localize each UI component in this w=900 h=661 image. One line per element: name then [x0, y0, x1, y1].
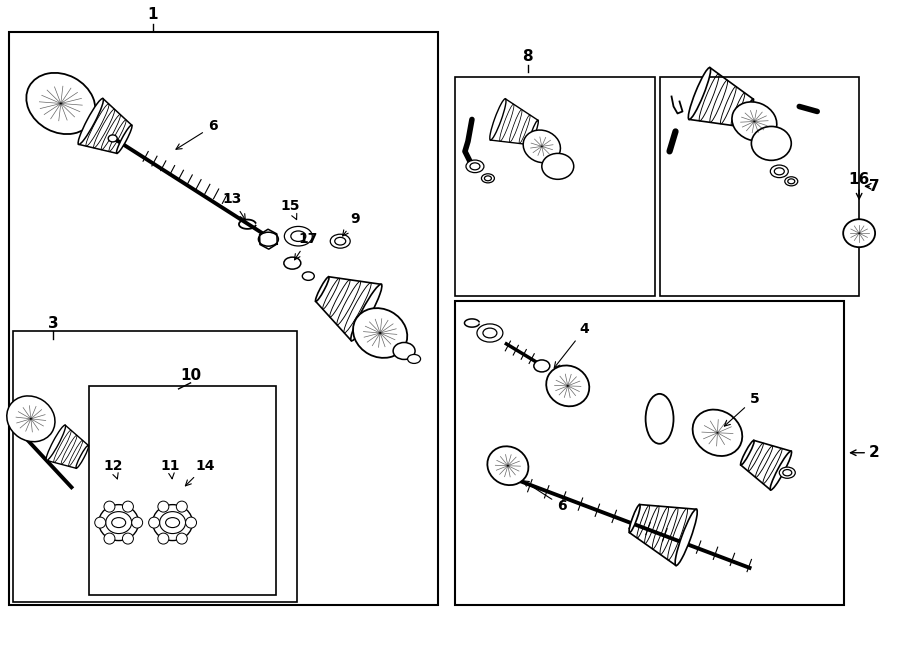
Ellipse shape [351, 284, 382, 341]
Text: 10: 10 [180, 368, 201, 383]
Ellipse shape [675, 509, 698, 566]
Ellipse shape [116, 125, 132, 153]
Text: 15: 15 [281, 199, 300, 219]
Text: 4: 4 [554, 322, 590, 368]
Text: 17: 17 [294, 232, 318, 260]
Circle shape [104, 501, 115, 512]
Ellipse shape [302, 272, 314, 280]
Ellipse shape [483, 328, 497, 338]
Ellipse shape [482, 174, 494, 183]
Ellipse shape [546, 366, 590, 407]
Circle shape [158, 501, 169, 512]
Ellipse shape [783, 469, 792, 476]
Circle shape [185, 517, 196, 528]
Text: 14: 14 [185, 459, 215, 486]
Circle shape [158, 533, 169, 544]
Circle shape [122, 533, 133, 544]
Ellipse shape [335, 237, 346, 245]
Bar [89, 386, 276, 596]
Text: 11: 11 [161, 459, 180, 479]
Circle shape [104, 533, 115, 544]
Ellipse shape [752, 126, 791, 161]
Ellipse shape [466, 160, 484, 173]
Text: 13: 13 [223, 192, 246, 220]
Circle shape [131, 517, 142, 528]
Ellipse shape [779, 467, 796, 479]
Ellipse shape [770, 451, 792, 490]
Ellipse shape [166, 518, 180, 527]
Ellipse shape [159, 512, 185, 533]
Ellipse shape [46, 425, 66, 461]
Text: 12: 12 [103, 459, 122, 479]
Ellipse shape [490, 98, 506, 140]
Text: 16: 16 [849, 172, 869, 187]
Ellipse shape [112, 518, 126, 527]
Ellipse shape [629, 504, 640, 533]
Text: 2: 2 [868, 446, 879, 460]
Ellipse shape [108, 135, 117, 142]
Bar [9, 32, 438, 605]
Bar [660, 77, 859, 296]
Circle shape [176, 501, 187, 512]
Ellipse shape [258, 232, 278, 246]
Ellipse shape [534, 360, 550, 372]
Ellipse shape [470, 163, 480, 170]
Circle shape [148, 517, 159, 528]
Text: 8: 8 [523, 49, 533, 64]
Text: 1: 1 [148, 7, 157, 22]
Ellipse shape [477, 324, 503, 342]
Text: 6: 6 [176, 120, 217, 149]
Ellipse shape [774, 168, 784, 175]
Ellipse shape [528, 120, 538, 145]
Text: 7: 7 [868, 179, 879, 194]
Ellipse shape [487, 446, 528, 485]
Ellipse shape [408, 354, 420, 364]
Ellipse shape [153, 504, 193, 541]
Text: 9: 9 [343, 212, 360, 236]
Ellipse shape [523, 130, 561, 163]
Ellipse shape [330, 234, 350, 248]
Ellipse shape [316, 277, 329, 301]
Ellipse shape [484, 176, 491, 180]
Ellipse shape [770, 165, 788, 178]
Text: 5: 5 [724, 392, 760, 426]
Circle shape [122, 501, 133, 512]
Ellipse shape [99, 504, 139, 541]
Ellipse shape [393, 342, 415, 360]
Circle shape [176, 533, 187, 544]
Bar [455, 301, 844, 605]
Ellipse shape [732, 102, 777, 141]
Text: 6: 6 [523, 481, 567, 513]
Ellipse shape [785, 176, 797, 186]
Ellipse shape [741, 440, 754, 465]
Ellipse shape [26, 73, 95, 134]
Ellipse shape [688, 67, 711, 120]
Ellipse shape [284, 257, 301, 269]
Ellipse shape [645, 394, 673, 444]
Ellipse shape [742, 99, 753, 127]
Ellipse shape [542, 153, 573, 179]
Ellipse shape [788, 179, 795, 184]
Text: 3: 3 [48, 315, 58, 330]
Ellipse shape [76, 446, 88, 468]
Circle shape [94, 517, 105, 528]
Bar [455, 77, 654, 296]
Ellipse shape [105, 512, 131, 533]
Ellipse shape [291, 231, 306, 241]
Ellipse shape [284, 227, 312, 246]
Ellipse shape [353, 308, 408, 358]
Ellipse shape [7, 396, 55, 442]
Bar [13, 331, 297, 602]
Ellipse shape [843, 219, 875, 247]
Ellipse shape [693, 410, 742, 456]
Ellipse shape [78, 98, 104, 144]
